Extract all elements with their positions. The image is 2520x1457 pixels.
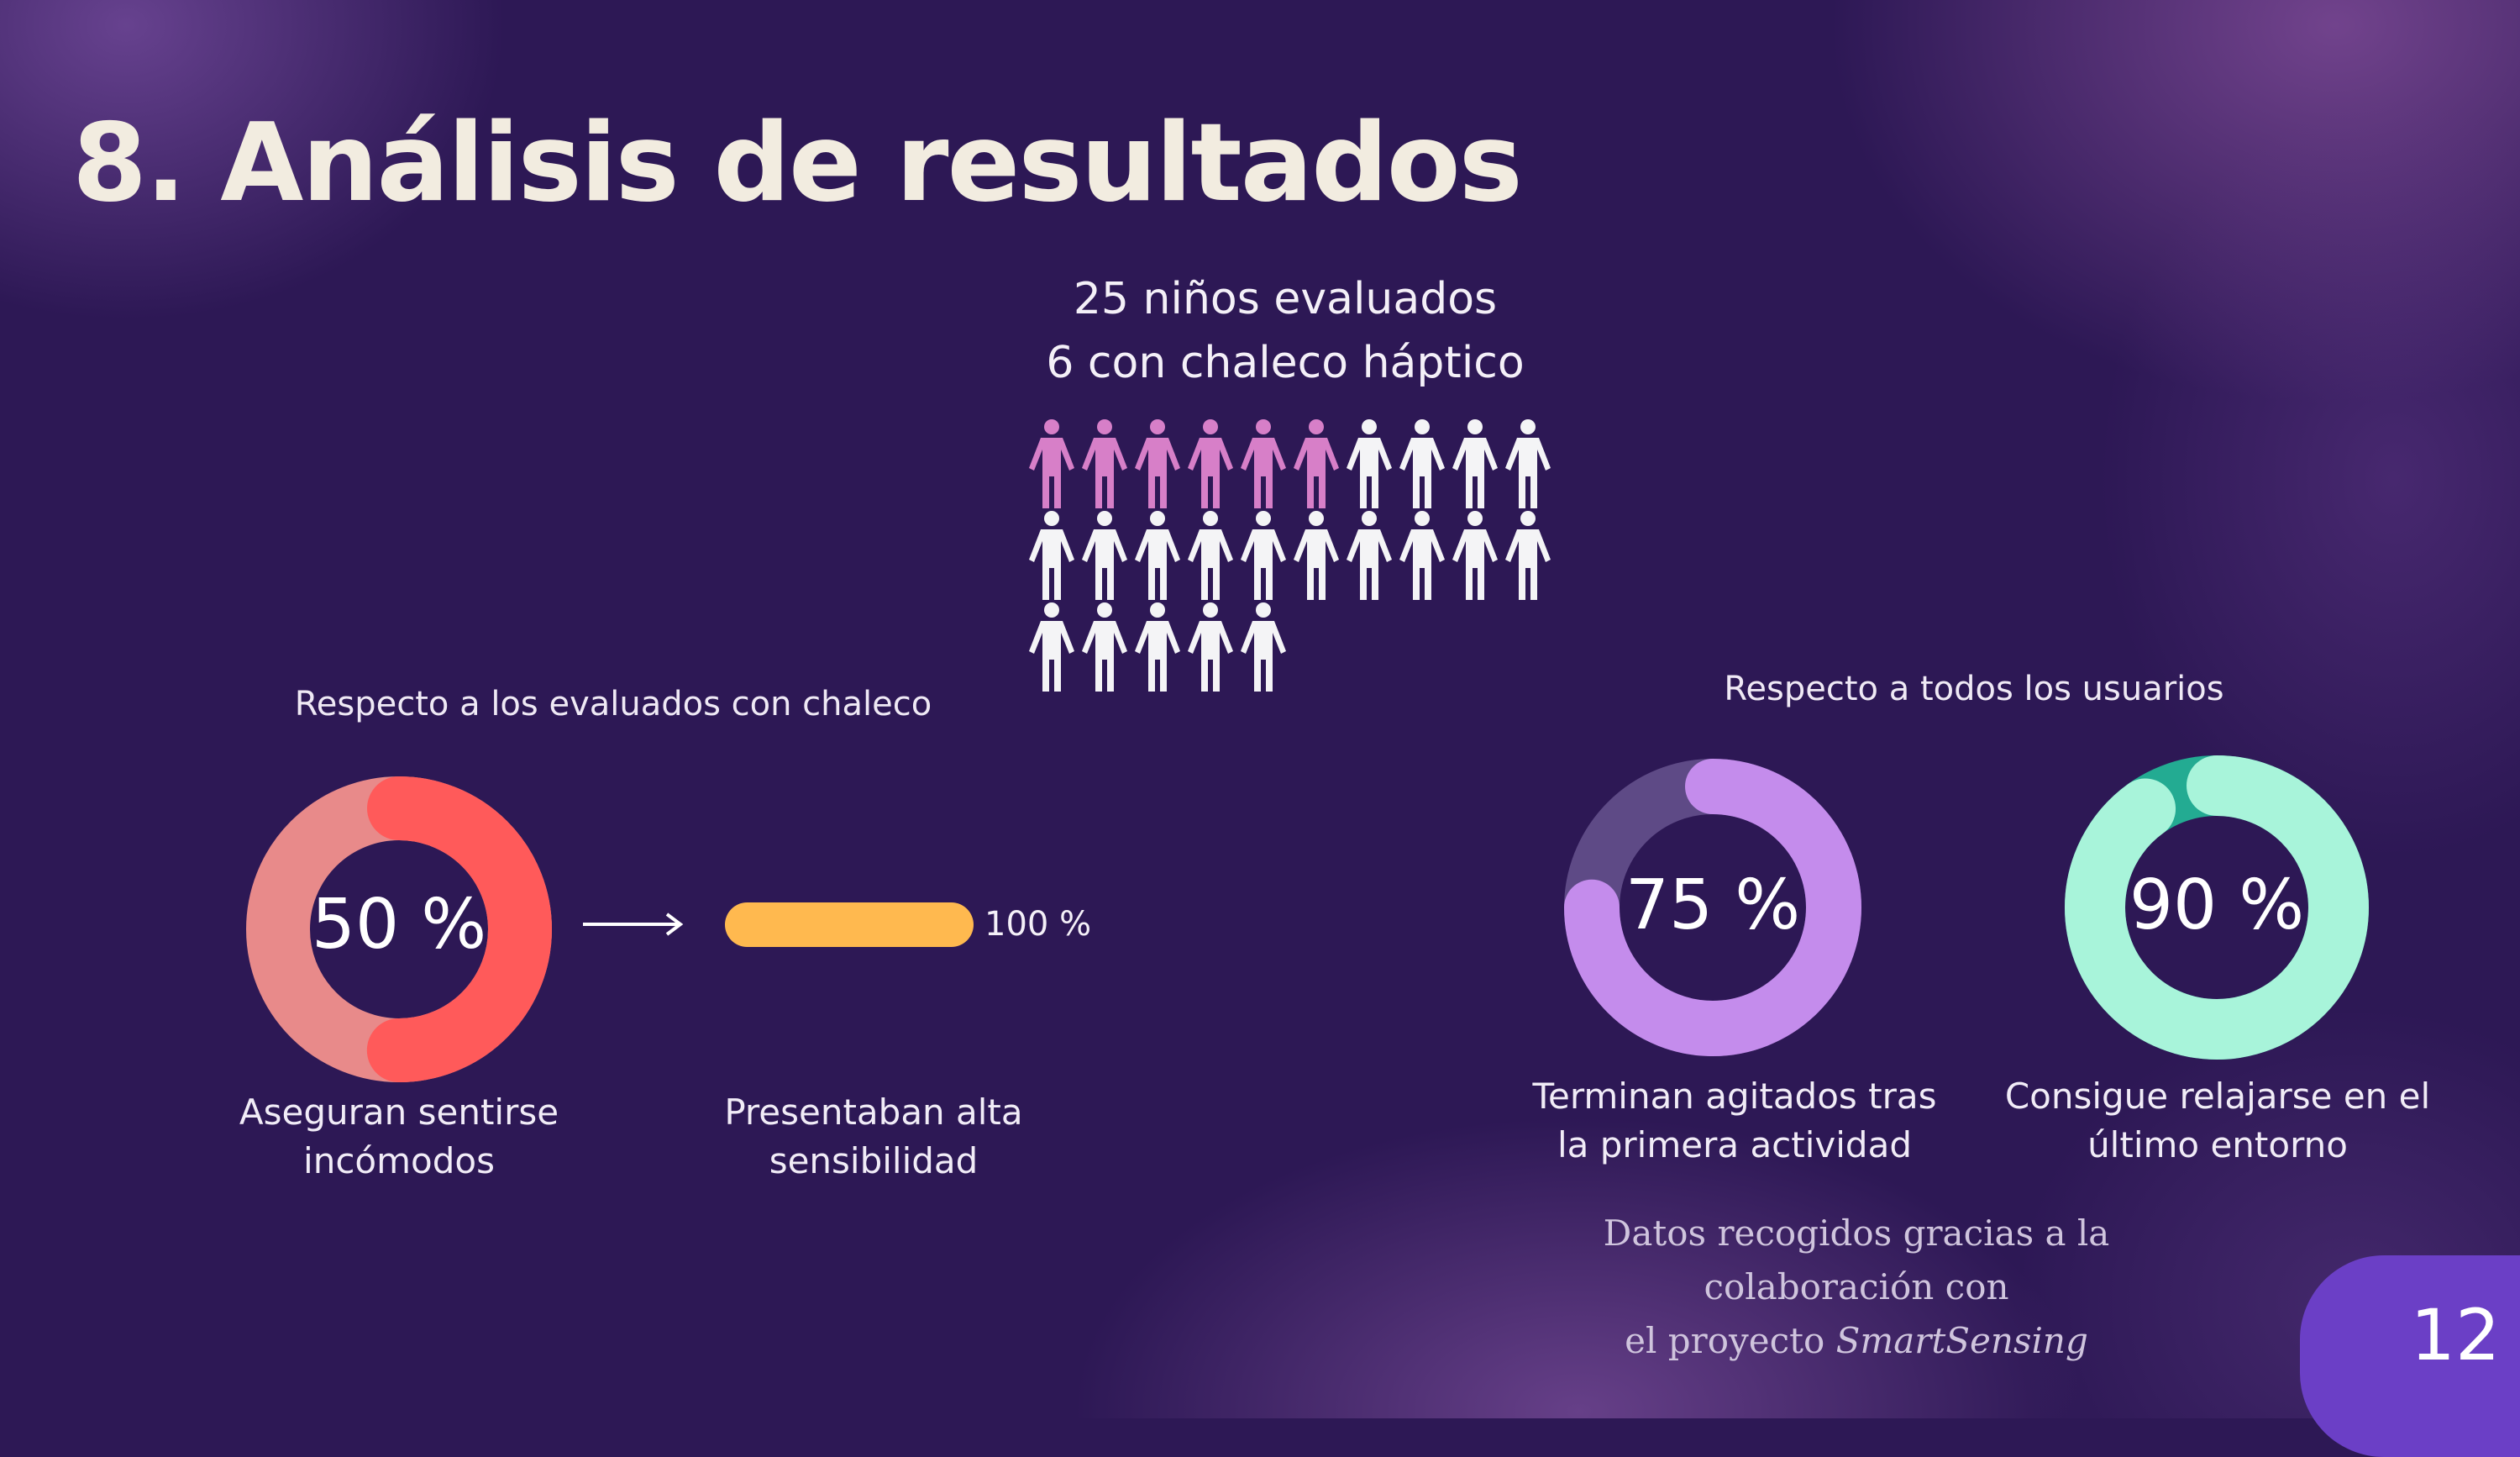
donut-chart-agitated [1564,759,1861,1056]
donut-chart-uncomfortable [246,776,552,1082]
donut-uncomfortable-slice [246,776,552,1082]
child-icon [1188,602,1233,692]
child-icon [1188,511,1233,600]
caption-agitated-line1: Terminan agitados tras [1532,1076,1937,1117]
child-icon [1241,602,1286,692]
right-section-heading: Respecto a todos los usuarios [1724,670,2224,708]
child-icon [1399,419,1445,508]
child-icon [1505,511,1551,600]
donut-relaxed-slice [2065,755,2369,1060]
child-icon [1135,602,1180,692]
sensitivity-bar-value: 100 % [984,905,1092,944]
kids-evaluated-text: 25 niños evaluados [1073,274,1498,324]
child-icon [1452,511,1498,600]
data-source-note: Datos recogidos gracias a la colaboració… [1495,1207,2218,1368]
donut-value-relaxed: 90 % [2129,865,2305,945]
child-icon [1029,511,1074,600]
child-icon-with-vest [1241,419,1286,508]
page-number: 12 [2410,1294,2501,1376]
child-icon [1294,511,1339,600]
sensitivity-bar [725,902,974,947]
child-icon-with-vest [1294,419,1339,508]
child-icon [1347,511,1392,600]
left-section-heading: Respecto a los evaluados con chaleco [294,685,932,723]
child-icon [1399,511,1445,600]
caption-uncomfortable-line2: incómodos [303,1140,495,1181]
page-title: 8. Análisis de resultados [72,101,1523,226]
child-icon [1082,602,1127,692]
source-project-name: SmartSensing [1835,1320,2088,1361]
caption-sensitivity: Presentaban alta sensibilidad [664,1088,1084,1186]
caption-uncomfortable-line1: Aseguran sentirse [239,1091,559,1133]
caption-relaxed: Consigue relajarse en el último entorno [1966,1072,2470,1170]
child-icon-with-vest [1029,419,1074,508]
caption-relaxed-line1: Consigue relajarse en el [2004,1076,2431,1117]
caption-relaxed-line2: último entorno [2087,1124,2348,1165]
caption-sensitivity-line1: Presentaban alta [724,1091,1023,1133]
child-icon [1452,419,1498,508]
donut-value-agitated: 75 % [1625,865,1801,945]
source-line2-prefix: el proyecto [1625,1320,1836,1361]
child-icon [1029,602,1074,692]
child-icon-with-vest [1188,419,1233,508]
donut-agitated-slice [1564,759,1861,1056]
donut-chart-relaxed [2065,755,2369,1060]
kids-vest-text: 6 con chaleco háptico [1046,338,1525,388]
child-icon [1505,419,1551,508]
source-line2: el proyecto SmartSensing [1495,1314,2218,1368]
background [0,0,2520,1418]
source-line1: Datos recogidos gracias a la colaboració… [1603,1212,2110,1307]
child-icon [1082,511,1127,600]
child-icon [1135,511,1180,600]
caption-agitated: Terminan agitados tras la primera activi… [1483,1072,1987,1170]
arrow-right-icon [583,913,684,936]
donut-value-uncomfortable: 50 % [311,885,487,965]
child-icon [1347,419,1392,508]
child-icon-with-vest [1135,419,1180,508]
child-icon [1241,511,1286,600]
caption-uncomfortable: Aseguran sentirse incómodos [189,1088,609,1186]
caption-sensitivity-line2: sensibilidad [769,1140,979,1181]
caption-agitated-line2: la primera actividad [1557,1124,1912,1165]
child-icon-with-vest [1082,419,1127,508]
